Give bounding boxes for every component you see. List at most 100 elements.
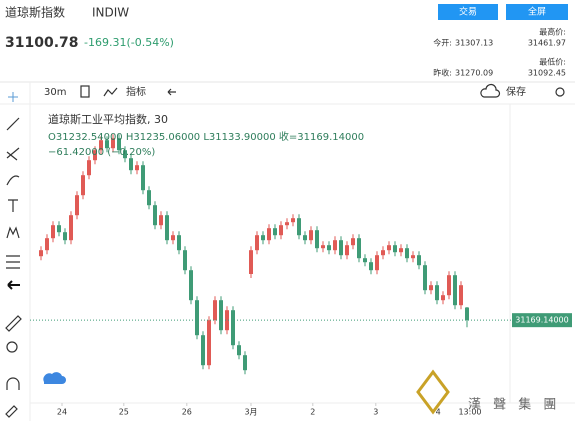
crosshair-tool[interactable] xyxy=(8,92,18,102)
candle-body xyxy=(165,215,169,241)
candle-body xyxy=(315,230,319,249)
pattern-tool[interactable] xyxy=(6,226,20,239)
candle-body xyxy=(297,218,301,236)
settings-icon[interactable] xyxy=(555,87,565,97)
indicator-icon[interactable] xyxy=(103,87,118,97)
save[interactable]: 保存 xyxy=(506,85,526,98)
candle-body xyxy=(405,248,409,259)
candle-body xyxy=(87,160,91,176)
last-price-box xyxy=(512,313,572,328)
x-tick-label: 26 xyxy=(182,408,192,417)
candle-body xyxy=(285,222,289,226)
candle-body xyxy=(303,235,307,241)
watermark-logo xyxy=(416,369,450,415)
candle-body xyxy=(345,245,349,256)
candle-body xyxy=(267,228,271,241)
candle-body xyxy=(393,245,397,253)
logo-icon xyxy=(43,372,66,384)
prediction-tool[interactable] xyxy=(6,255,20,269)
candle-body xyxy=(39,250,43,257)
x-tick-label: 3月 xyxy=(244,408,257,417)
line-tool[interactable] xyxy=(6,117,20,131)
stat-label: 今开: xyxy=(433,38,452,48)
candle-body xyxy=(141,165,145,191)
legend-title: 道琼斯工业平均指数, 30 xyxy=(48,112,168,126)
candle-body xyxy=(213,300,217,321)
candle-body xyxy=(177,235,181,251)
stat-value: 31461.97 xyxy=(528,39,566,48)
stat-value: 31307.13 xyxy=(455,39,493,48)
candle-body xyxy=(255,235,259,251)
candle-body xyxy=(111,138,115,149)
brush-tool[interactable] xyxy=(6,175,20,186)
candle-body xyxy=(435,285,439,301)
stat-label: 最高价: xyxy=(539,27,566,37)
trade-button-label[interactable]: 交易 xyxy=(459,6,477,18)
magnet-tool[interactable] xyxy=(6,377,20,390)
candle-body xyxy=(423,265,427,291)
candle-body xyxy=(195,300,199,336)
candle-body xyxy=(447,275,451,296)
candle-body xyxy=(153,205,157,226)
fib-tool[interactable] xyxy=(6,147,20,161)
symbol: INDIW xyxy=(92,6,129,20)
candle-body xyxy=(429,285,433,291)
measure-tool[interactable] xyxy=(5,315,22,332)
text-tool[interactable] xyxy=(8,199,18,212)
candle-body xyxy=(339,240,343,256)
indicators[interactable]: 指标 xyxy=(126,85,146,98)
candle-body xyxy=(453,275,457,306)
candle-body xyxy=(243,355,247,371)
candle-body xyxy=(159,215,163,226)
candle-body xyxy=(369,262,373,271)
candle-body xyxy=(411,255,415,259)
candle-body xyxy=(105,140,109,149)
candle-body xyxy=(147,190,151,206)
price: 31100.78 xyxy=(5,35,79,51)
candle-body xyxy=(51,225,55,239)
x-tick-label: 24 xyxy=(57,408,67,417)
candle-body xyxy=(117,138,121,151)
candle-body xyxy=(381,250,385,256)
fullscreen-button[interactable] xyxy=(506,4,568,20)
legend-ohlc: O31232.54000 H31235.06000 L31133.90000 收… xyxy=(48,130,364,143)
candle-body xyxy=(219,300,223,331)
x-tick-label: 3 xyxy=(373,408,378,417)
candle-body xyxy=(129,158,133,171)
interval[interactable]: 30m xyxy=(44,87,66,98)
candle-body xyxy=(357,238,361,259)
trade-button[interactable] xyxy=(438,4,498,20)
candle-body xyxy=(321,245,325,249)
undo-icon[interactable] xyxy=(167,88,176,96)
edit-tool[interactable] xyxy=(5,405,18,418)
stat-value: 31092.45 xyxy=(528,69,566,78)
candle-icon[interactable] xyxy=(80,85,90,98)
candle-body xyxy=(189,270,193,301)
fullscreen-button-label[interactable]: 全屏 xyxy=(528,6,546,18)
candle-body xyxy=(135,165,139,171)
candle-body xyxy=(417,255,421,266)
candle-body xyxy=(81,175,85,196)
candle-body xyxy=(387,245,391,251)
candle-body xyxy=(351,238,355,246)
candle-body xyxy=(363,258,367,263)
candle-body xyxy=(57,225,61,233)
last-price-label: 31169.14000 xyxy=(515,316,568,325)
back-tool[interactable] xyxy=(7,280,20,290)
cloud-icon[interactable] xyxy=(480,83,501,98)
candle-body xyxy=(225,310,229,331)
candle-body xyxy=(207,320,211,366)
candle-body xyxy=(183,250,187,271)
candle-body xyxy=(63,232,67,241)
candle-body xyxy=(441,295,445,301)
candle-body xyxy=(309,230,313,241)
candle-body xyxy=(333,240,337,251)
stat-label: 最低价: xyxy=(539,57,566,67)
candle-body xyxy=(273,228,277,236)
stat-label: 昨收: xyxy=(433,68,452,78)
candle-body xyxy=(99,140,103,151)
legend: 道琼斯工业平均指数, 30 O31232.54000 H31235.06000 … xyxy=(48,112,364,158)
candle-body xyxy=(459,285,463,306)
zoom-tool[interactable] xyxy=(6,341,18,353)
